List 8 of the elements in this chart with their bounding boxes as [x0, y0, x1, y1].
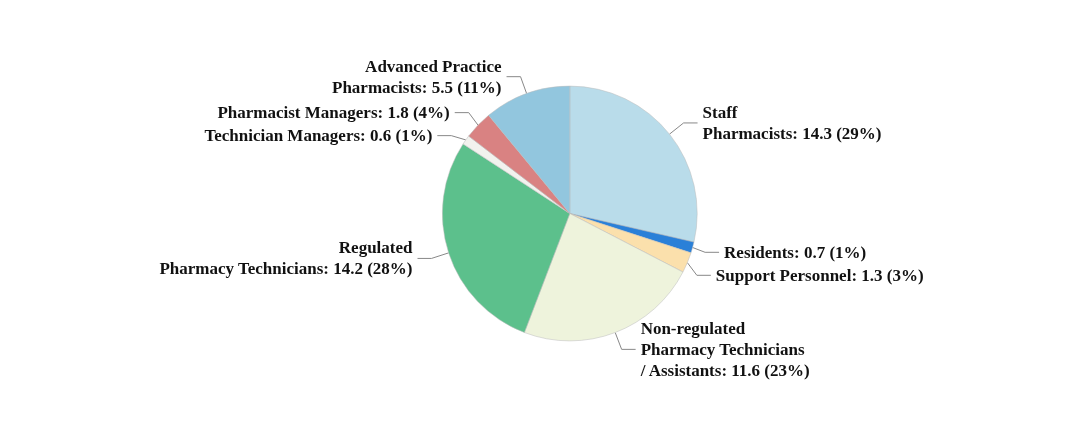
- slice-label: Advanced Practice Pharmacists: 5.5 (11%): [332, 56, 502, 97]
- slice-label: Support Personnel: 1.3 (3%): [715, 265, 924, 285]
- slice-label: Pharmacist Managers: 1.8 (4%): [217, 103, 450, 123]
- slice-label: Non-regulated Pharmacy Technicians / Assistants: 11.6 (23%): [639, 318, 810, 380]
- slice-label: Residents: 0.7 (1%): [724, 242, 867, 262]
- slice-label: Regulated Pharmacy Technicians: 14.2 (28%): [159, 238, 414, 279]
- slice-label: Technician Managers: 0.6 (1%): [204, 126, 433, 146]
- slice-label: Staff Pharmacists: 14.3 (29%): [702, 102, 882, 143]
